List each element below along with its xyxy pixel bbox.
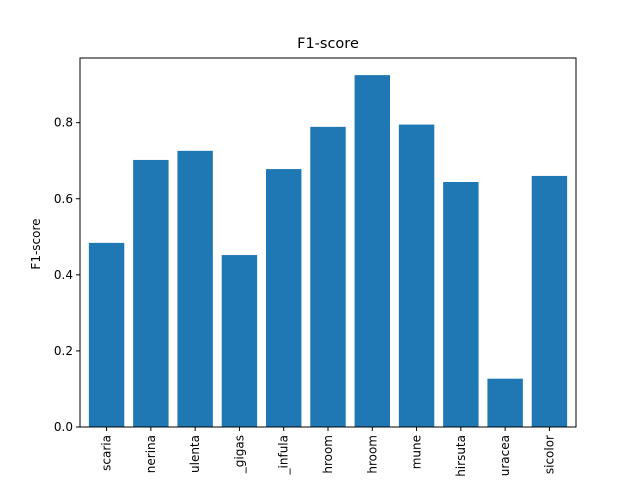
x-tick-label-0: scaria bbox=[100, 435, 114, 471]
x-tick-label-10: sicolor bbox=[542, 435, 556, 474]
x-tick-label-6: hroom bbox=[365, 435, 379, 474]
x-tick-label-8: hirsuta bbox=[454, 435, 468, 477]
y-tick-label-3: 0.6 bbox=[54, 192, 73, 206]
bar-9 bbox=[487, 378, 523, 427]
bar-2 bbox=[177, 150, 213, 427]
y-tick-label-2: 0.4 bbox=[54, 268, 73, 282]
y-axis: 0.0 0.2 0.4 0.6 0.8 bbox=[54, 116, 80, 434]
bar-10 bbox=[531, 175, 568, 427]
x-tick-label-4: _infula bbox=[277, 435, 291, 475]
x-axis: scaria nerina ulenta _gigas _infula hroom hroo… bbox=[100, 427, 556, 477]
bar-8 bbox=[443, 182, 479, 427]
bar-6 bbox=[354, 75, 390, 427]
y-axis-label: F1-score bbox=[29, 218, 43, 269]
bars-group bbox=[88, 75, 568, 428]
y-tick-label-1: 0.2 bbox=[54, 344, 73, 358]
bar-4 bbox=[266, 169, 302, 427]
bar-7 bbox=[398, 124, 435, 427]
x-tick-label-9: uracea bbox=[498, 435, 512, 476]
x-tick-label-7: mune bbox=[410, 435, 424, 469]
x-tick-label-5: hroom bbox=[321, 435, 335, 474]
x-tick-label-3: _gigas bbox=[232, 435, 246, 474]
y-tick-label-4: 0.8 bbox=[54, 116, 73, 130]
x-tick-label-1: nerina bbox=[144, 435, 158, 473]
chart-title: F1-score bbox=[297, 36, 359, 52]
bar-0 bbox=[88, 242, 125, 427]
plot-frame bbox=[79, 57, 577, 428]
bar-1 bbox=[133, 159, 169, 428]
y-tick-label-0: 0.0 bbox=[54, 420, 73, 434]
bar-3 bbox=[221, 255, 258, 427]
x-tick-label-2: ulenta bbox=[188, 435, 202, 473]
bar-5 bbox=[310, 126, 346, 427]
